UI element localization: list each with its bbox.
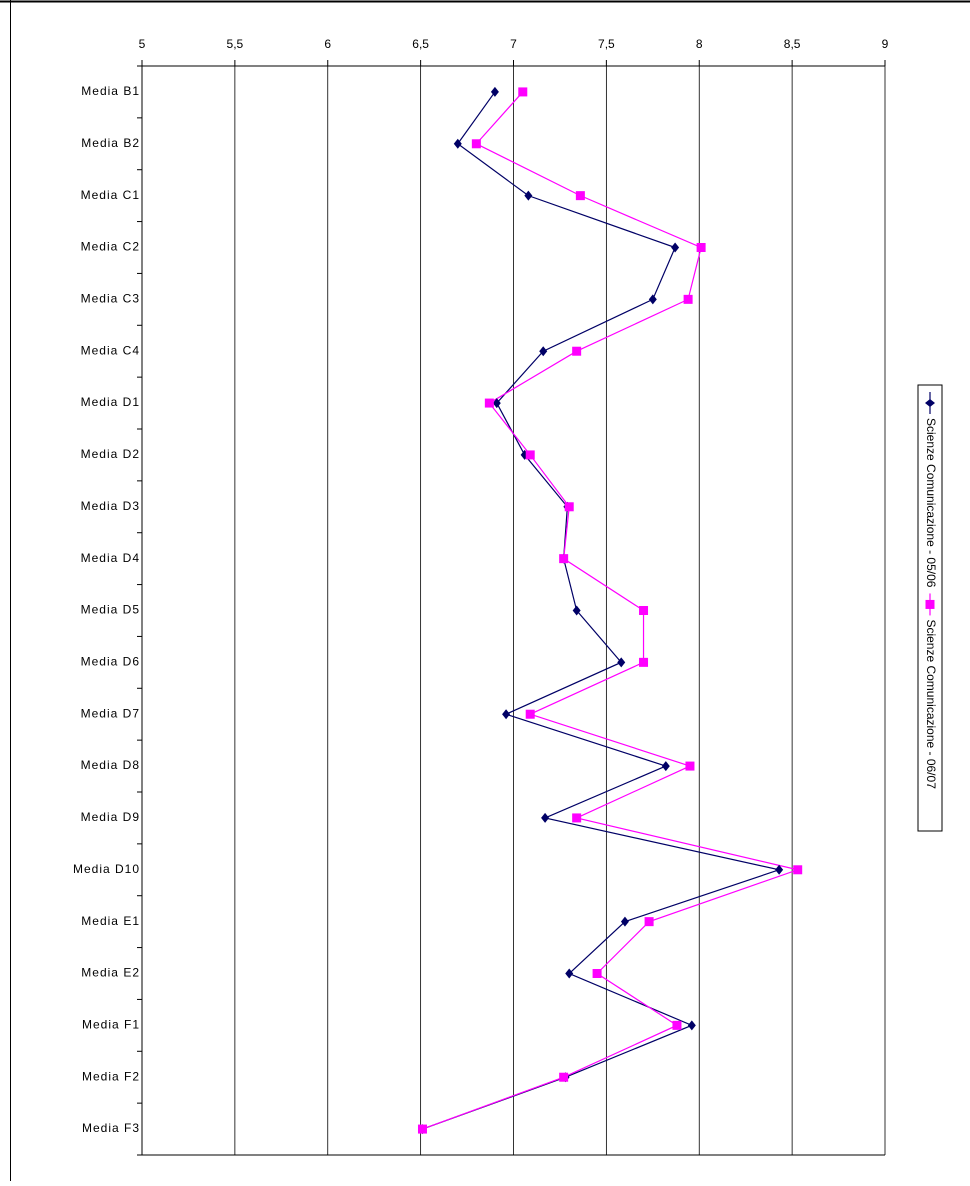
x-tick-label: 6,5 bbox=[412, 37, 429, 51]
x-tick-label: 5 bbox=[139, 37, 146, 51]
marker bbox=[683, 294, 693, 304]
y-tick-label: Media D3 bbox=[81, 499, 140, 513]
y-tick-label: Media D9 bbox=[81, 810, 140, 824]
marker bbox=[620, 916, 629, 927]
legend-marker bbox=[925, 399, 935, 407]
marker bbox=[661, 761, 670, 772]
marker bbox=[471, 139, 481, 149]
marker bbox=[775, 864, 784, 875]
y-tick-label: Media E2 bbox=[81, 966, 140, 980]
marker bbox=[525, 450, 535, 460]
x-tick-label: 8,5 bbox=[784, 37, 801, 51]
marker bbox=[592, 969, 602, 978]
marker bbox=[539, 346, 548, 357]
marker bbox=[502, 709, 511, 720]
y-tick-label: Media C3 bbox=[81, 292, 140, 306]
marker bbox=[687, 1020, 696, 1031]
marker bbox=[518, 87, 528, 97]
marker bbox=[648, 294, 657, 305]
legend-label: Scienze Comunicazione - 06/07 bbox=[924, 619, 938, 789]
y-tick-label: Media D4 bbox=[81, 551, 140, 565]
y-tick-label: Media C4 bbox=[81, 343, 140, 357]
legend-item: Scienze Comunicazione - 05/06 bbox=[924, 392, 938, 588]
marker bbox=[572, 346, 582, 356]
series-line bbox=[422, 91, 800, 1130]
marker bbox=[417, 1124, 427, 1134]
marker bbox=[793, 865, 803, 875]
marker bbox=[525, 709, 535, 719]
marker bbox=[696, 243, 706, 252]
marker bbox=[617, 657, 626, 668]
marker bbox=[484, 398, 494, 408]
y-tick-label: Media D1 bbox=[81, 395, 140, 409]
marker bbox=[559, 554, 569, 564]
x-tick-label: 8 bbox=[696, 37, 703, 51]
y-tick-label: Media D8 bbox=[81, 758, 140, 772]
y-tick-label: Media B1 bbox=[81, 84, 140, 98]
legend-marker bbox=[925, 599, 935, 609]
marker bbox=[639, 606, 649, 615]
legend-label: Scienze Comunicazione - 05/06 bbox=[924, 418, 938, 588]
marker bbox=[672, 1020, 682, 1030]
y-tick-label: Media F2 bbox=[82, 1069, 140, 1083]
y-tick-label: Media C1 bbox=[81, 188, 140, 202]
x-tick-label: 6 bbox=[324, 37, 331, 51]
marker bbox=[575, 191, 585, 201]
x-tick-label: 7 bbox=[510, 37, 517, 51]
marker bbox=[453, 138, 462, 149]
marker bbox=[572, 813, 582, 823]
marker bbox=[524, 190, 533, 201]
marker bbox=[492, 398, 501, 409]
y-tick-label: Media D5 bbox=[81, 603, 140, 617]
marker bbox=[644, 917, 654, 927]
y-tick-label: Media F3 bbox=[82, 1121, 140, 1135]
marker bbox=[564, 502, 574, 512]
x-tick-label: 5,5 bbox=[227, 37, 244, 51]
y-tick-label: Media C2 bbox=[81, 240, 140, 254]
y-tick-label: Media D2 bbox=[81, 447, 140, 461]
marker bbox=[559, 1072, 569, 1082]
marker bbox=[685, 761, 695, 771]
x-tick-label: 9 bbox=[882, 37, 889, 51]
marker bbox=[572, 605, 581, 616]
y-tick-label: Media F1 bbox=[82, 1018, 140, 1032]
y-tick-label: Media D7 bbox=[81, 706, 140, 720]
marker bbox=[490, 86, 499, 97]
y-tick-label: Media D6 bbox=[81, 655, 140, 669]
legend: Scienze Comunicazione - 05/06 Scienze Com… bbox=[924, 392, 938, 789]
y-tick-label: Media E1 bbox=[81, 914, 140, 928]
y-tick-label: Media B2 bbox=[81, 136, 140, 150]
marker bbox=[671, 242, 680, 253]
marker bbox=[541, 812, 550, 823]
y-tick-label: Media D10 bbox=[73, 862, 140, 876]
marker bbox=[565, 968, 574, 979]
marker bbox=[639, 657, 649, 667]
legend-item: Scienze Comunicazione - 06/07 bbox=[924, 593, 938, 789]
x-tick-label: 7,5 bbox=[598, 37, 615, 51]
